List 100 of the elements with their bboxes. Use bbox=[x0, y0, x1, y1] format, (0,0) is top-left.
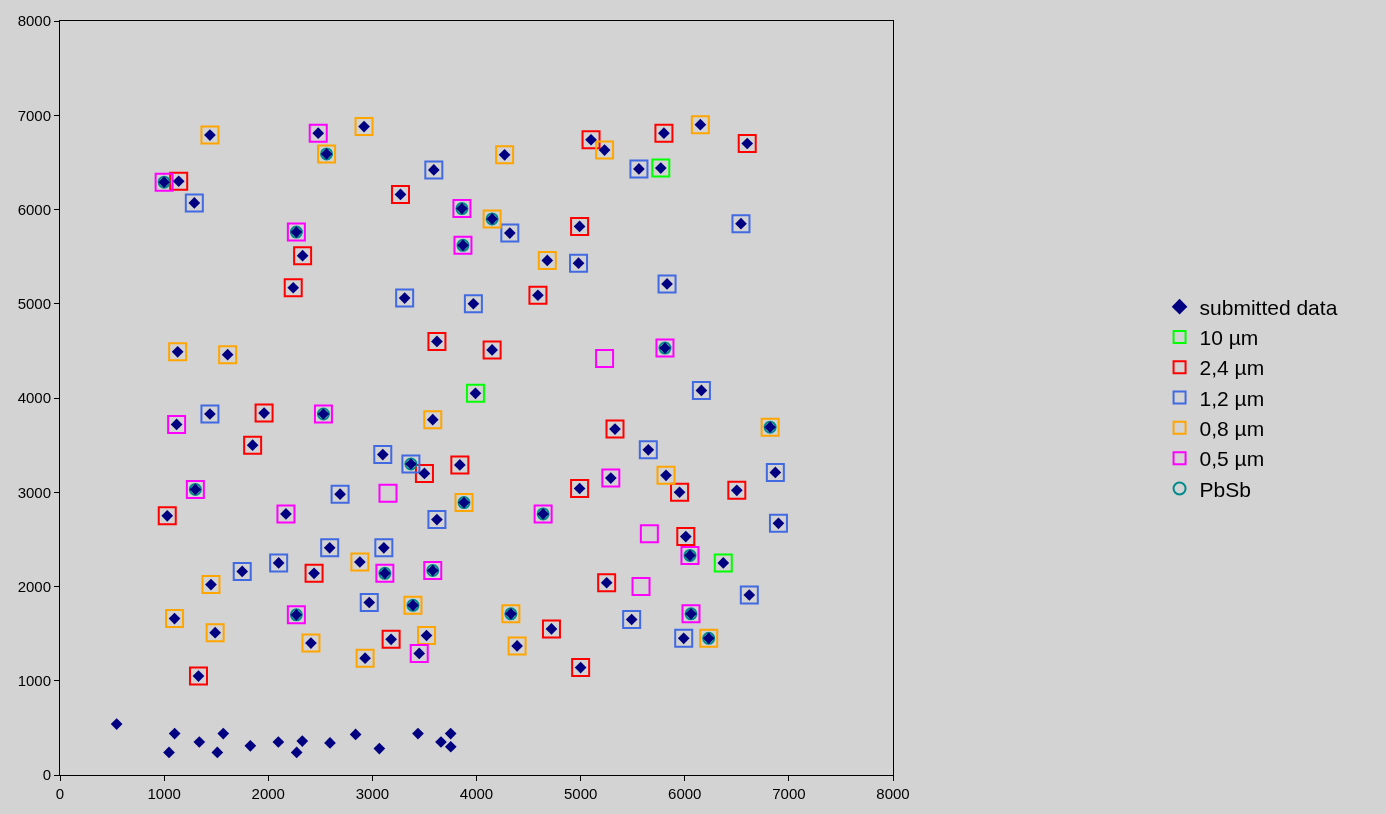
point bbox=[528, 285, 548, 305]
point bbox=[605, 419, 625, 439]
point bbox=[374, 538, 394, 558]
point bbox=[670, 482, 690, 502]
point bbox=[570, 478, 590, 498]
point bbox=[243, 435, 263, 455]
point bbox=[737, 134, 757, 154]
x-tick-label: 8000 bbox=[876, 785, 910, 802]
y-tick-label: 2000 bbox=[17, 577, 51, 595]
point bbox=[731, 214, 751, 234]
legend-label: submitted data bbox=[1199, 295, 1338, 319]
point bbox=[629, 159, 649, 179]
y-tick-label: 4000 bbox=[17, 389, 51, 407]
x-tick-label: 2000 bbox=[251, 785, 285, 802]
point bbox=[768, 513, 788, 533]
point bbox=[631, 577, 651, 596]
point bbox=[482, 340, 502, 360]
y-tick-label: 5000 bbox=[17, 295, 51, 312]
y-tick-label: 1000 bbox=[17, 672, 51, 689]
point bbox=[308, 123, 328, 143]
point bbox=[622, 609, 642, 629]
point bbox=[569, 253, 589, 273]
point bbox=[200, 404, 220, 424]
point bbox=[463, 294, 483, 314]
point bbox=[417, 626, 437, 646]
point bbox=[571, 658, 591, 678]
y-tick-label: 0 bbox=[42, 766, 51, 784]
point bbox=[205, 623, 225, 643]
point bbox=[157, 506, 177, 526]
point bbox=[651, 158, 671, 178]
point bbox=[597, 573, 617, 593]
point bbox=[330, 484, 350, 504]
point bbox=[727, 480, 747, 500]
point bbox=[232, 561, 252, 581]
y-tick-label: 8000 bbox=[17, 12, 51, 30]
point bbox=[381, 629, 401, 649]
point bbox=[359, 593, 379, 613]
point bbox=[169, 171, 189, 191]
point bbox=[269, 553, 289, 573]
point bbox=[201, 575, 221, 595]
x-tick-label: 6000 bbox=[668, 785, 702, 802]
point bbox=[320, 538, 340, 558]
point bbox=[638, 440, 658, 460]
point bbox=[601, 468, 621, 488]
point bbox=[168, 342, 188, 362]
point bbox=[200, 125, 220, 145]
point bbox=[254, 403, 274, 423]
point bbox=[656, 465, 676, 485]
legend-label: 0,5 µm bbox=[1199, 447, 1265, 471]
point bbox=[409, 643, 429, 663]
point bbox=[276, 504, 296, 524]
point bbox=[713, 553, 733, 573]
point bbox=[465, 383, 485, 403]
point bbox=[495, 145, 515, 165]
point bbox=[304, 563, 324, 583]
point bbox=[301, 633, 321, 653]
x-tick-label: 7000 bbox=[772, 785, 806, 802]
point bbox=[355, 648, 375, 668]
point bbox=[165, 609, 185, 629]
y-tick-label: 3000 bbox=[17, 483, 51, 501]
point bbox=[427, 331, 447, 351]
x-tick-label: 1000 bbox=[147, 785, 181, 802]
point bbox=[167, 414, 187, 434]
point bbox=[541, 619, 561, 639]
point bbox=[427, 510, 447, 530]
point bbox=[354, 117, 374, 137]
legend-label: 2,4 µm bbox=[1199, 356, 1265, 380]
point bbox=[690, 115, 710, 135]
point bbox=[390, 184, 410, 204]
point bbox=[676, 527, 696, 547]
point bbox=[581, 130, 601, 150]
point bbox=[184, 193, 204, 213]
point bbox=[293, 246, 313, 266]
point bbox=[350, 552, 370, 572]
point bbox=[739, 585, 759, 605]
y-tick-label: 6000 bbox=[17, 200, 51, 218]
point bbox=[654, 123, 674, 143]
point bbox=[570, 216, 590, 236]
point bbox=[765, 462, 785, 482]
legend-label: 10 µm bbox=[1199, 326, 1259, 350]
legend-label: 1,2 µm bbox=[1199, 386, 1265, 410]
point bbox=[373, 445, 393, 465]
y-tick-label: 7000 bbox=[17, 106, 51, 124]
point bbox=[424, 160, 444, 180]
legend-label: PbSb bbox=[1199, 477, 1251, 501]
x-tick-label: 4000 bbox=[459, 785, 494, 802]
point bbox=[691, 380, 711, 400]
point bbox=[395, 288, 415, 308]
x-tick-label: 3000 bbox=[355, 785, 390, 802]
point bbox=[188, 666, 208, 686]
point bbox=[283, 278, 303, 298]
point bbox=[414, 463, 434, 483]
point bbox=[500, 223, 520, 243]
point bbox=[378, 483, 398, 503]
point bbox=[595, 140, 615, 160]
point bbox=[674, 628, 694, 648]
legend-label: 0,8 µm bbox=[1199, 417, 1265, 441]
point bbox=[507, 636, 527, 656]
point bbox=[423, 410, 443, 430]
x-tick-label: 5000 bbox=[563, 785, 598, 802]
